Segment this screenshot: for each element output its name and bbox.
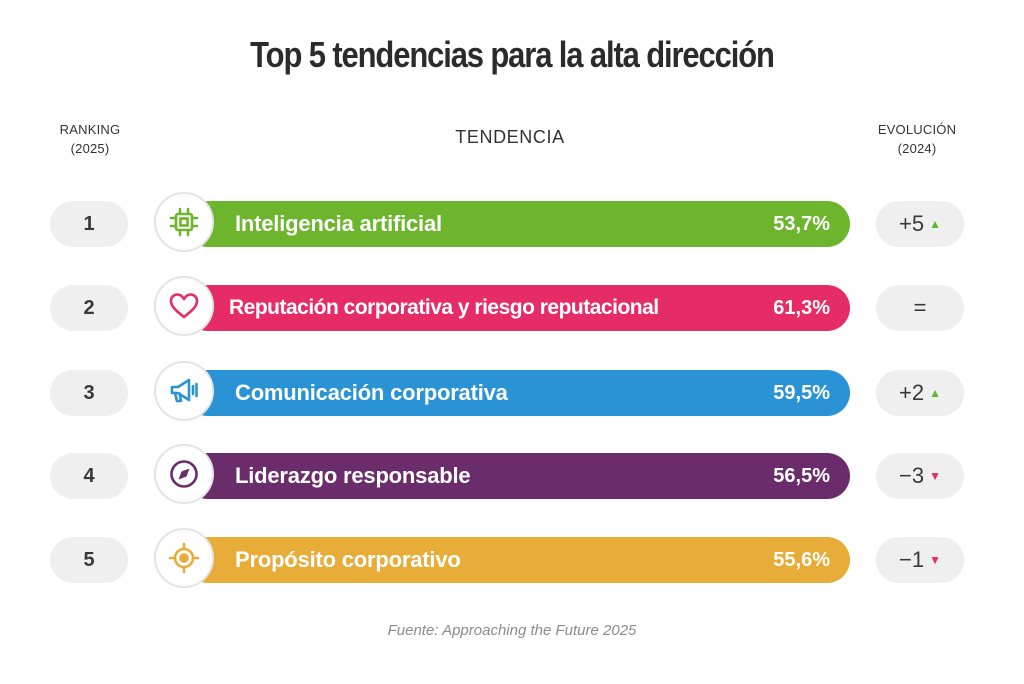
rank-badge: 5 <box>50 537 128 583</box>
trend-percent: 53,7% <box>773 213 830 235</box>
arrow-up-icon: ▲ <box>929 386 941 400</box>
evolution-value: = <box>913 295 927 320</box>
chart-title: Top 5 tendencias para la alta dirección <box>250 34 775 75</box>
trend-label: Reputación corporativa y riesgo reputaci… <box>229 296 659 319</box>
evolution-badge: = <box>876 285 964 331</box>
compass-icon <box>154 444 214 504</box>
trend-bar: Inteligencia artificial 53,7% <box>185 201 850 247</box>
rank-badge: 2 <box>50 285 128 331</box>
trend-bar: Reputación corporativa y riesgo reputaci… <box>185 285 850 331</box>
trend-row-5: 5 Propósito corporativo 55,6% −1 ▼ <box>0 527 1024 593</box>
trend-header: TENDENCIA <box>455 127 565 147</box>
trend-row-1: 1 Inteligencia artificial 53,7% +5 ▲ <box>0 191 1024 257</box>
trend-bar: Liderazgo responsable 56,5% <box>185 453 850 499</box>
trend-label: Inteligencia artificial <box>235 211 442 236</box>
trend-bar: Propósito corporativo 55,6% <box>185 537 850 583</box>
rank-badge: 4 <box>50 453 128 499</box>
evolution-header-label: EVOLUCIÓN <box>877 122 957 137</box>
ranking-header: RANKING (2025) <box>40 120 140 158</box>
evolution-value: −1 <box>899 547 925 572</box>
trend-label: Comunicación corporativa <box>235 380 508 405</box>
evolution-badge: −3 ▼ <box>876 453 964 499</box>
evolution-badge: +5 ▲ <box>876 201 964 247</box>
evolution-badge: −1 ▼ <box>876 537 964 583</box>
arrow-down-icon: ▼ <box>929 469 941 483</box>
arrow-down-icon: ▼ <box>929 553 941 567</box>
heart-icon <box>154 276 214 336</box>
trend-percent: 61,3% <box>773 297 830 319</box>
chip-icon <box>154 192 214 252</box>
target-icon <box>154 528 214 588</box>
trend-label: Liderazgo responsable <box>235 463 471 488</box>
ranking-header-year: (2025) <box>70 141 110 156</box>
source-note: Fuente: Approaching the Future 2025 <box>387 622 637 639</box>
evolution-value: +5 <box>899 211 925 236</box>
rank-badge: 3 <box>50 370 128 416</box>
trend-row-4: 4 Liderazgo responsable 56,5% −3 ▼ <box>0 443 1024 509</box>
evolution-header: EVOLUCIÓN (2024) <box>862 120 972 158</box>
evolution-value: +2 <box>899 380 925 405</box>
evolution-header-year: (2024) <box>897 141 937 156</box>
trend-percent: 56,5% <box>773 465 830 487</box>
megaphone-icon <box>154 361 214 421</box>
trend-percent: 59,5% <box>773 382 830 404</box>
arrow-up-icon: ▲ <box>929 217 941 231</box>
rank-badge: 1 <box>50 201 128 247</box>
evolution-value: −3 <box>899 463 925 488</box>
trend-label: Propósito corporativo <box>235 547 461 572</box>
trend-row-3: 3 Comunicación corporativa 59,5% +2 ▲ <box>0 360 1024 426</box>
trend-percent: 55,6% <box>773 549 830 571</box>
ranking-header-label: RANKING <box>59 122 121 137</box>
trend-bar: Comunicación corporativa 59,5% <box>185 370 850 416</box>
trend-row-2: 2 Reputación corporativa y riesgo reputa… <box>0 275 1024 341</box>
evolution-badge: +2 ▲ <box>876 370 964 416</box>
